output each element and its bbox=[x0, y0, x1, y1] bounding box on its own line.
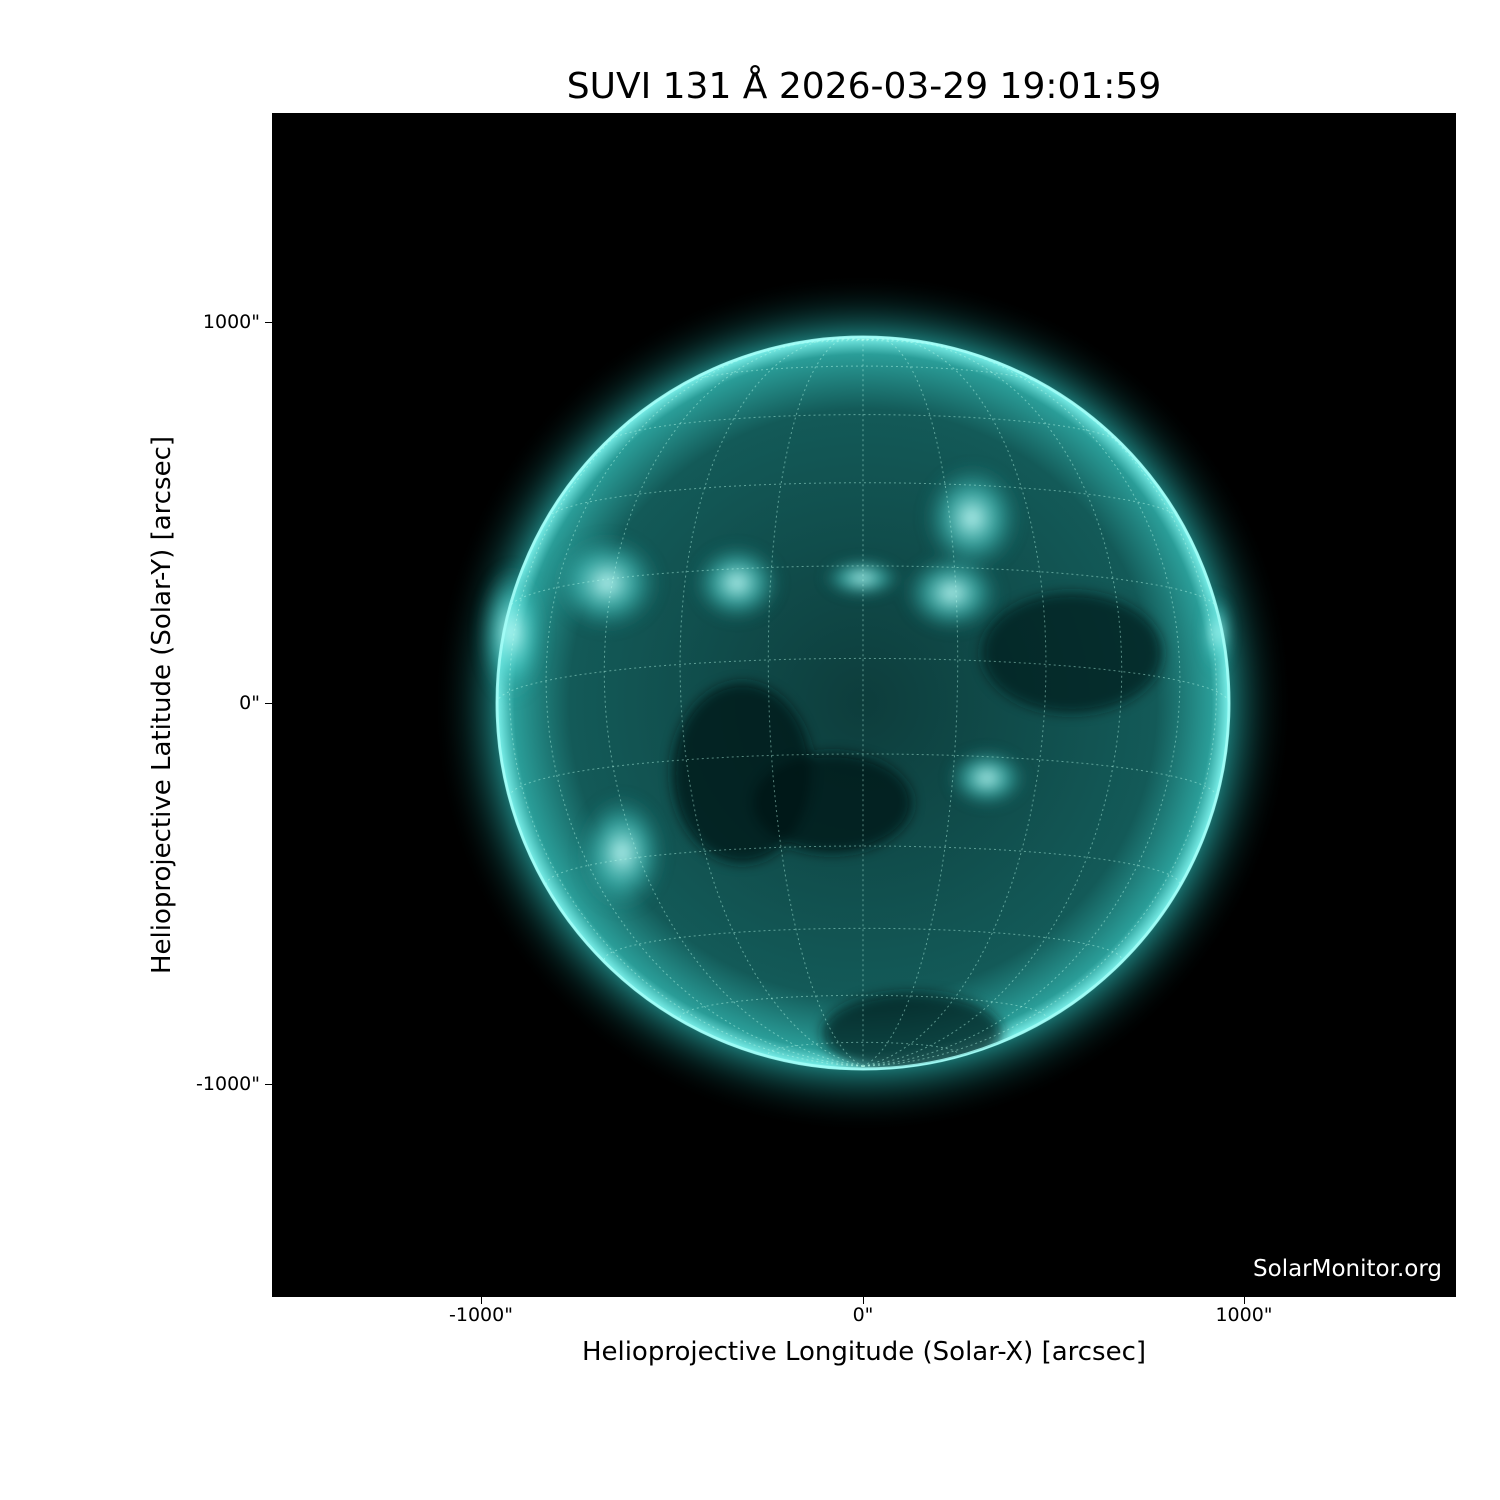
latitude-line bbox=[497, 657, 1229, 704]
plot-title: SUVI 131 Å 2026-03-29 19:01:59 bbox=[566, 66, 1162, 107]
longitude-line bbox=[603, 337, 864, 1067]
latitude-line bbox=[767, 1041, 959, 1054]
latitude-line bbox=[509, 565, 1217, 610]
longitude-line bbox=[679, 337, 864, 1067]
latitude-line bbox=[679, 994, 1047, 1018]
solar-limb bbox=[495, 335, 1231, 1071]
x-tick-label: 0" bbox=[852, 1304, 874, 1326]
x-tick-mark bbox=[481, 1297, 482, 1304]
longitude-line bbox=[767, 337, 864, 1067]
longitude-line bbox=[862, 338, 1181, 1067]
heliographic-grid bbox=[497, 337, 1229, 1067]
y-tick-label: 0" bbox=[239, 692, 260, 714]
longitude-line bbox=[862, 337, 1047, 1067]
x-axis-label: Helioprojective Longitude (Solar-X) [arc… bbox=[581, 1337, 1147, 1367]
longitude-line bbox=[545, 338, 864, 1067]
y-tick-mark bbox=[265, 1084, 272, 1085]
active-regions bbox=[477, 463, 1232, 913]
y-tick-label: 1000" bbox=[202, 311, 260, 333]
solar-image-axes: SolarMonitor.org bbox=[272, 113, 1456, 1297]
x-tick-mark bbox=[863, 1297, 864, 1304]
dark-regions bbox=[672, 593, 1162, 1069]
x-tick-mark bbox=[1244, 1297, 1245, 1304]
credit-label: SolarMonitor.org bbox=[1253, 1256, 1442, 1282]
y-tick-label: -1000" bbox=[196, 1073, 260, 1095]
longitude-line bbox=[862, 337, 959, 1067]
x-tick-label: -1000" bbox=[449, 1304, 513, 1326]
latitude-line bbox=[767, 340, 959, 353]
y-axis-label: Helioprojective Latitude (Solar-Y) [arcs… bbox=[147, 435, 177, 975]
y-tick-mark bbox=[265, 703, 272, 704]
x-tick-label: 1000" bbox=[1215, 1304, 1273, 1326]
sun-image bbox=[433, 273, 1293, 1133]
latitude-line bbox=[509, 753, 1217, 798]
y-tick-mark bbox=[265, 322, 272, 323]
longitude-line bbox=[862, 337, 1123, 1067]
latitude-line bbox=[679, 365, 1047, 389]
